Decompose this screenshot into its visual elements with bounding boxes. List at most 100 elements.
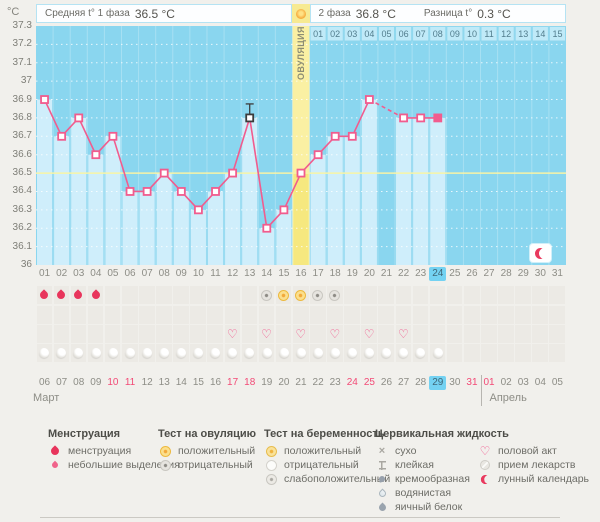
cycle-day-28[interactable]: 28 <box>500 268 512 279</box>
intercourse-row-day-27[interactable] <box>481 325 497 343</box>
pregnancy-test-row-day-22[interactable] <box>395 306 412 324</box>
calendar-date-mar-23[interactable]: 23 <box>329 377 341 388</box>
calendar-date-mar-28[interactable]: 28 <box>415 377 427 388</box>
calendar-date-apr-01[interactable]: 01 <box>483 377 495 388</box>
cycle-day-15[interactable]: 15 <box>278 268 290 279</box>
day-bar-15[interactable] <box>276 209 292 265</box>
pregnancy-test-row-day-6[interactable] <box>121 306 138 324</box>
intercourse-row-day-11[interactable] <box>207 325 224 343</box>
calendar-date-mar-11[interactable]: 11 <box>124 377 136 388</box>
pregnancy-test-row-day-25[interactable] <box>446 306 463 324</box>
intercourse-row-day-7[interactable] <box>139 325 155 343</box>
cycle-day-23[interactable]: 23 <box>415 268 427 279</box>
pregnancy-test-row-day-5[interactable] <box>104 306 121 324</box>
pregnancy-test-row-day-26[interactable] <box>463 306 480 324</box>
day-bar-22[interactable] <box>396 117 412 265</box>
intercourse-row-day-26[interactable] <box>463 325 480 343</box>
pregnancy-test-row-day-18[interactable] <box>327 306 343 324</box>
intercourse-row-day-23[interactable] <box>412 325 429 343</box>
intercourse-row-day-15[interactable] <box>275 325 292 343</box>
intercourse-row-day-3[interactable] <box>70 325 87 343</box>
day-bar-23[interactable] <box>413 117 429 265</box>
pregnancy-test-row-day-31[interactable] <box>549 306 565 324</box>
pregnancy-test-row-day-4[interactable] <box>87 306 104 324</box>
cycle-day-13[interactable]: 13 <box>244 268 256 279</box>
temp-point-day-4[interactable] <box>91 150 101 160</box>
menstruation-ovulation-test-row-day-9[interactable] <box>173 286 189 304</box>
cycle-day-12[interactable]: 12 <box>227 268 239 279</box>
cycle-day-09[interactable]: 09 <box>175 268 187 279</box>
bbt-temperature-chart[interactable]: 01 02 03 04 05 06 07 08 09 10 11 12 13 14 15 <box>36 26 566 265</box>
intercourse-row-day-9[interactable] <box>173 325 189 343</box>
lunar-row-day-7[interactable] <box>139 344 155 362</box>
pregnancy-test-row-day-10[interactable] <box>190 306 206 324</box>
calendar-date-mar-17[interactable]: 17 <box>227 377 239 388</box>
lunar-row-day-8[interactable] <box>156 344 172 362</box>
menstruation-ovulation-test-row-day-26[interactable] <box>463 286 480 304</box>
menstruation-ovulation-test-row-day-6[interactable] <box>121 286 138 304</box>
calendar-date-mar-13[interactable]: 13 <box>158 377 170 388</box>
temp-point-day-19[interactable] <box>347 131 357 141</box>
intercourse-row-day-4[interactable] <box>87 325 104 343</box>
lunar-row-day-25[interactable] <box>446 344 463 362</box>
lunar-row-day-5[interactable] <box>104 344 121 362</box>
lunar-row-day-22[interactable] <box>395 344 412 362</box>
intercourse-row-day-5[interactable] <box>104 325 121 343</box>
day-bar-11[interactable] <box>207 191 224 265</box>
menstruation-ovulation-test-row-day-18[interactable] <box>327 286 343 304</box>
calendar-date-mar-07[interactable]: 07 <box>56 377 68 388</box>
menstruation-ovulation-test-row-day-21[interactable] <box>378 286 395 304</box>
lunar-row-day-4[interactable] <box>87 344 104 362</box>
lunar-row-day-15[interactable] <box>275 344 292 362</box>
pregnancy-test-row-day-2[interactable] <box>53 306 70 324</box>
menstruation-ovulation-test-row-day-24[interactable] <box>429 286 446 304</box>
lunar-row-day-29[interactable] <box>515 344 531 362</box>
cycle-day-10[interactable]: 10 <box>192 268 204 279</box>
temp-point-day-6[interactable] <box>125 187 135 196</box>
calendar-date-mar-21[interactable]: 21 <box>295 377 307 388</box>
cycle-day-22[interactable]: 22 <box>398 268 410 279</box>
pregnancy-test-row-day-1[interactable] <box>36 306 53 324</box>
intercourse-row-day-31[interactable] <box>549 325 565 343</box>
menstruation-ovulation-test-row-day-23[interactable] <box>412 286 429 304</box>
menstruation-ovulation-test-row-day-1[interactable] <box>36 286 53 304</box>
lunar-row-day-11[interactable] <box>207 344 224 362</box>
intercourse-row-day-16[interactable]: ♡ <box>292 325 309 343</box>
menstruation-ovulation-test-row-day-14[interactable] <box>258 286 275 304</box>
cycle-day-08[interactable]: 08 <box>158 268 170 279</box>
cycle-day-26[interactable]: 26 <box>466 268 478 279</box>
day-bar-5[interactable] <box>105 136 121 265</box>
lunar-row-day-21[interactable] <box>378 344 395 362</box>
day-bar-2[interactable] <box>54 136 70 265</box>
pregnancy-test-row-day-24[interactable] <box>429 306 446 324</box>
day-bar-17[interactable] <box>310 154 326 265</box>
calendar-date-mar-27[interactable]: 27 <box>398 377 410 388</box>
menstruation-ovulation-test-row-day-19[interactable] <box>344 286 360 304</box>
pregnancy-test-row-day-13[interactable] <box>241 306 258 324</box>
intercourse-row-day-25[interactable] <box>446 325 463 343</box>
intercourse-row-day-12[interactable]: ♡ <box>224 325 241 343</box>
day-bar-4[interactable] <box>88 154 104 265</box>
temp-point-day-13[interactable] <box>245 113 255 123</box>
pregnancy-test-row-day-15[interactable] <box>275 306 292 324</box>
pregnancy-test-row-day-14[interactable] <box>258 306 275 324</box>
pregnancy-test-row-day-3[interactable] <box>70 306 87 324</box>
cycle-day-19[interactable]: 19 <box>346 268 358 279</box>
cycle-day-29[interactable]: 29 <box>517 268 529 279</box>
lunar-row-day-20[interactable] <box>361 344 377 362</box>
calendar-date-mar-15[interactable]: 15 <box>192 377 204 388</box>
temp-point-day-22[interactable] <box>399 113 408 123</box>
day-bar-19[interactable] <box>344 136 360 265</box>
temp-point-day-5[interactable] <box>108 131 118 141</box>
intercourse-row-day-19[interactable] <box>344 325 360 343</box>
intercourse-row-day-29[interactable] <box>515 325 531 343</box>
calendar-date-mar-24[interactable]: 24 <box>346 377 358 388</box>
menstruation-ovulation-test-row-day-13[interactable] <box>241 286 258 304</box>
menstruation-ovulation-test-row-day-25[interactable] <box>446 286 463 304</box>
pregnancy-test-row-day-21[interactable] <box>378 306 395 324</box>
pregnancy-test-row-day-30[interactable] <box>532 306 548 324</box>
lunar-row-day-26[interactable] <box>463 344 480 362</box>
cycle-day-16[interactable]: 16 <box>295 268 307 279</box>
temp-point-day-1[interactable] <box>40 95 49 104</box>
menstruation-ovulation-test-row-day-30[interactable] <box>532 286 548 304</box>
